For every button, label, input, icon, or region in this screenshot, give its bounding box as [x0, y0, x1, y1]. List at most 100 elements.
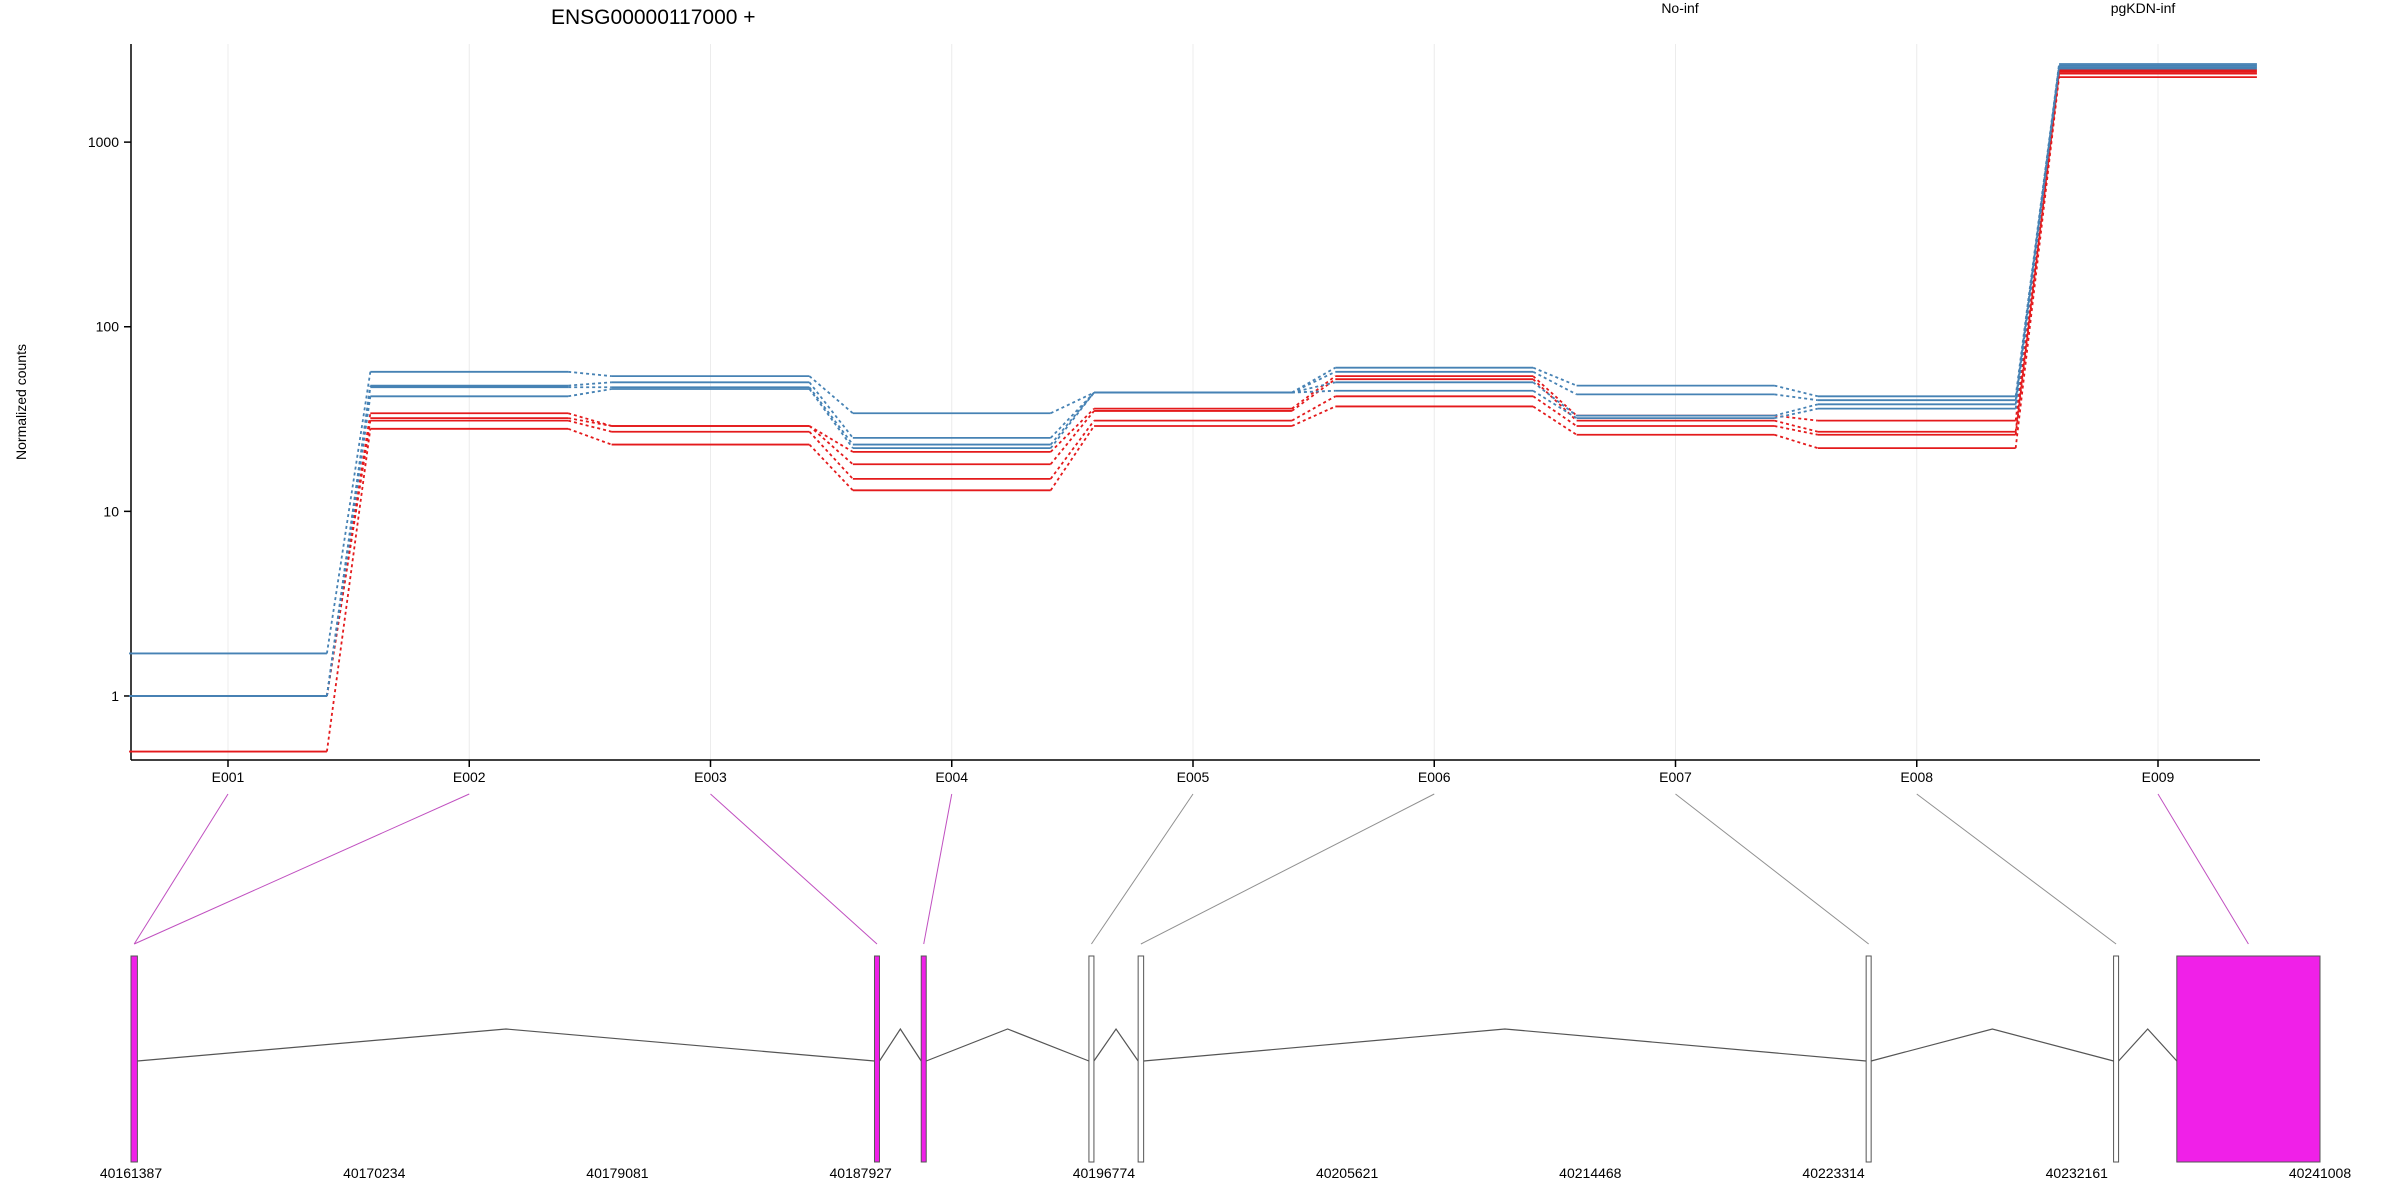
exon-box-e003: [873, 955, 880, 1163]
series-connector: [808, 431, 854, 480]
series-connector: [567, 419, 612, 433]
series-connector: [567, 427, 612, 446]
series-connector: [568, 388, 612, 398]
exon-link-e009: [2157, 793, 2249, 945]
exon-link-e004: [923, 793, 953, 945]
y-tick-label: 100: [96, 319, 120, 335]
genomic-coordinate-label: 40241008: [2289, 1165, 2352, 1181]
series-connector: [1050, 391, 1095, 439]
series-no-inf-1: [129, 71, 2257, 697]
intron-line: [1093, 1027, 1139, 1062]
grid-lines: [227, 44, 2159, 760]
exon-link-e008: [1916, 793, 2117, 945]
x-tick-label-e007: E007: [1659, 769, 1692, 785]
series-connector: [1291, 370, 1336, 394]
series-connector: [1049, 391, 1095, 446]
exon-box-e005: [1088, 955, 1095, 1163]
series-connector: [1291, 405, 1336, 427]
chart-title: ENSG00000117000 +: [551, 6, 756, 29]
legend-entry-no-inf: No-inf: [1661, 0, 1698, 16]
genomic-coordinate-label: 40214468: [1559, 1165, 1622, 1181]
series-connector: [326, 387, 372, 697]
series-connector: [568, 381, 612, 387]
intron-line: [137, 1028, 875, 1062]
genomic-coordinate-label: 40196774: [1073, 1165, 1136, 1181]
series-connector: [1049, 425, 1095, 491]
y-tick-label: 1: [111, 688, 119, 704]
exon-box-e007: [1865, 955, 1872, 1163]
series-connector: [1774, 403, 1819, 417]
exon-box-e004: [920, 955, 927, 1163]
series-connector: [1774, 433, 1819, 450]
intron-line: [2118, 1028, 2178, 1062]
series-connector: [808, 388, 854, 449]
x-tick-label-e005: E005: [1177, 769, 1210, 785]
genomic-coordinate-label: 40161387: [100, 1165, 163, 1181]
y-tick-label: 1000: [88, 134, 119, 150]
genomic-coordinate-label: 40170234: [343, 1165, 406, 1181]
series-connector: [1291, 389, 1336, 394]
series-connector: [1532, 371, 1578, 396]
x-tick-label-e003: E003: [694, 769, 727, 785]
legend-entry-pgkdn-inf: pgKDN-inf: [2111, 0, 2176, 16]
y-axis-label: Normalized counts: [13, 344, 29, 460]
series-connector: [1291, 395, 1336, 422]
series-layer: [129, 63, 2257, 753]
series-connector: [326, 396, 372, 697]
series-connector: [1774, 407, 1819, 419]
series-connector: [567, 412, 612, 427]
intron-line: [926, 1028, 1090, 1062]
series-connector: [1050, 408, 1095, 453]
series-connector: [1049, 420, 1095, 480]
x-tick-label-e006: E006: [1418, 769, 1451, 785]
exon-link-e006: [1140, 793, 1435, 945]
exon-box-e006: [1137, 955, 1145, 1163]
series-connector: [2014, 76, 2060, 449]
series-connector: [1774, 393, 1818, 402]
x-tick-label-e004: E004: [935, 769, 968, 785]
series-pgkdn-inf-4: [129, 63, 2257, 655]
series-connector: [1532, 366, 1577, 387]
x-tick-label-e002: E002: [453, 769, 486, 785]
exon-box-e009: [2176, 955, 2321, 1163]
gene-model: 40161387 40170234 40179081 40187927 40196774…: [100, 793, 2352, 1181]
series-connector: [1532, 405, 1578, 436]
series-connector: [1532, 395, 1578, 427]
series-connector: [1774, 425, 1819, 436]
series-connector: [326, 428, 372, 752]
series-connector: [326, 420, 372, 697]
intron-line: [1143, 1028, 1867, 1062]
exon-link-e002: [133, 793, 470, 945]
x-tick-label-e009: E009: [2142, 769, 2175, 785]
axes: 1 10 100 1000 E001 E002 E003 E004 E005 E006 E007 E0…: [88, 44, 2260, 785]
intron-line: [1870, 1028, 2114, 1062]
genomic-coordinate-label: 40232161: [2046, 1165, 2109, 1181]
exon-link-e005: [1091, 793, 1194, 945]
series-connector: [808, 425, 854, 453]
series-connector: [808, 425, 854, 465]
series-pgkdn-inf-6: [129, 66, 2257, 697]
series-connector: [1050, 391, 1095, 415]
series-connector: [1291, 381, 1336, 394]
exon-box-e001: [130, 955, 138, 1163]
series-connector: [1532, 390, 1578, 419]
series-connector: [568, 370, 612, 378]
exon-box-e008: [2113, 955, 2120, 1163]
series-connector: [1774, 419, 1819, 433]
genomic-coordinate-label: 40223314: [1802, 1165, 1865, 1181]
exon-link-e001: [133, 793, 229, 945]
series-connector: [2014, 63, 2060, 397]
exon-link-e003: [710, 793, 878, 945]
x-tick-label-e008: E008: [1900, 769, 1933, 785]
y-tick-label: 10: [103, 503, 119, 519]
series-connector: [1774, 384, 1819, 398]
x-tick-label-e001: E001: [212, 769, 245, 785]
genomic-coordinate-label: 40205621: [1316, 1165, 1379, 1181]
series-pgkdn-inf-7: [129, 67, 2257, 697]
genomic-coordinate-label: 40179081: [586, 1165, 649, 1181]
exon-link-e007: [1675, 793, 1869, 945]
genomic-coordinate-label: 40187927: [830, 1165, 893, 1181]
intron-line: [878, 1027, 922, 1062]
